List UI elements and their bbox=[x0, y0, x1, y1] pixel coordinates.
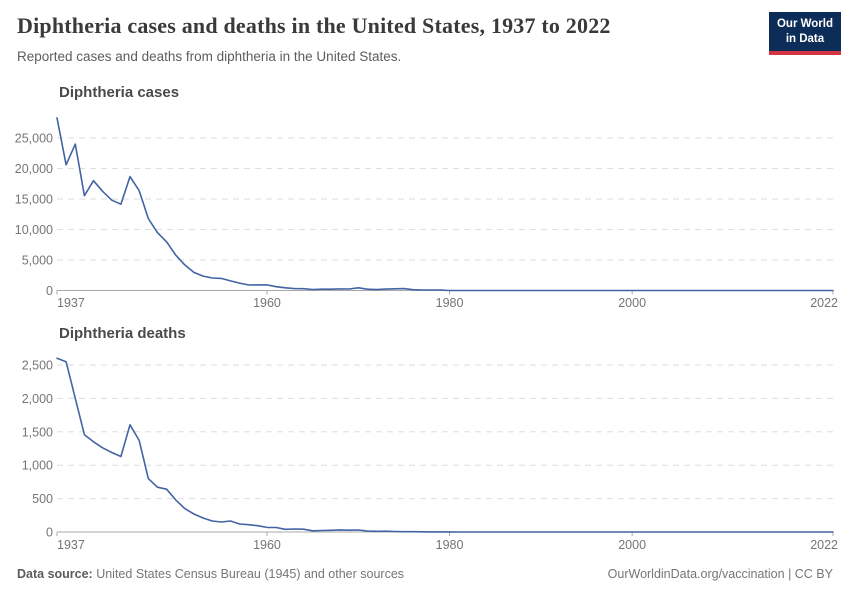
y-tick-label: 20,000 bbox=[15, 162, 53, 176]
deaths-line-chart: 0 500 1,000 1,500 2,000 2,500 1937 1960 1980 2000… bbox=[22, 357, 838, 552]
y-tick-label: 1,500 bbox=[22, 425, 53, 439]
page-subtitle: Reported cases and deaths from diphtheri… bbox=[17, 49, 402, 64]
owid-logo[interactable]: Our World in Data bbox=[768, 12, 841, 55]
y-tick-label: 2,000 bbox=[22, 392, 53, 406]
y-tick-label: 10,000 bbox=[15, 223, 53, 237]
x-tick-label: 1980 bbox=[436, 538, 464, 552]
data-source-label: Data source: bbox=[17, 567, 93, 581]
chart-title-deaths: Diphtheria deaths bbox=[59, 325, 186, 342]
footer: Data source: United States Census Bureau… bbox=[17, 567, 833, 581]
chart-title-cases: Diphtheria cases bbox=[59, 84, 180, 101]
x-tick-label: 2000 bbox=[618, 296, 646, 310]
x-tick-label: 1960 bbox=[253, 296, 281, 310]
x-tick-label: 1937 bbox=[57, 296, 85, 310]
data-series-line bbox=[56, 117, 834, 292]
x-tick-label: 2022 bbox=[810, 296, 838, 310]
y-tick-label: 500 bbox=[32, 492, 53, 506]
x-tick-label: 1980 bbox=[436, 296, 464, 310]
y-tick-label: 0 bbox=[46, 526, 53, 540]
y-tick-label: 5,000 bbox=[22, 254, 53, 268]
y-tick-label: 25,000 bbox=[15, 132, 53, 146]
y-tick-label: 15,000 bbox=[15, 193, 53, 207]
x-tick-label: 2000 bbox=[618, 538, 646, 552]
owid-logo-line2: in Data bbox=[785, 32, 825, 45]
data-source-note: Data source: United States Census Bureau… bbox=[17, 567, 404, 581]
data-series-line bbox=[56, 357, 834, 533]
cases-line-chart: 0 5,000 10,000 15,000 20,000 25,000 1937 1960 19… bbox=[15, 117, 838, 310]
x-tick-label: 1937 bbox=[57, 538, 85, 552]
y-tick-label: 1,000 bbox=[22, 459, 53, 473]
page-title: Diphtheria cases and deaths in the Unite… bbox=[17, 13, 611, 38]
y-tick-label: 0 bbox=[46, 284, 53, 298]
y-tick-label: 2,500 bbox=[22, 359, 53, 373]
owid-logo-line1: Our World bbox=[776, 18, 833, 30]
data-source-text: United States Census Bureau (1945) and o… bbox=[92, 567, 405, 581]
x-tick-label: 2022 bbox=[810, 538, 838, 552]
x-tick-label: 1960 bbox=[253, 538, 281, 552]
owid-citation-link[interactable]: OurWorldinData.org/vaccination | CC BY bbox=[607, 567, 833, 581]
